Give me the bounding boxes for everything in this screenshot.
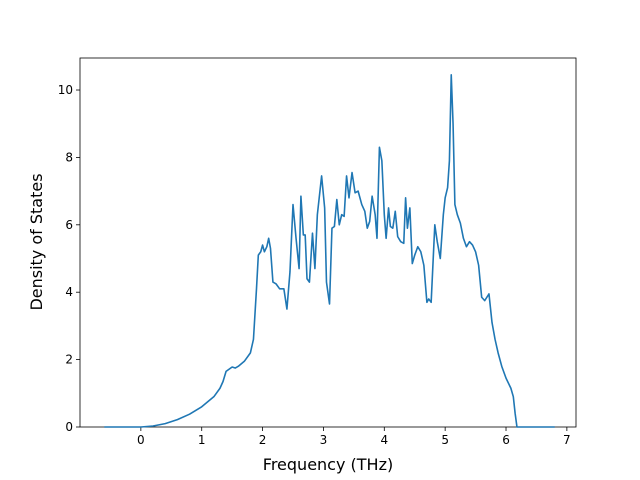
x-tick-label: 0 — [137, 433, 145, 447]
x-tick-label: 2 — [259, 433, 267, 447]
x-tick-label: 6 — [502, 433, 510, 447]
x-tick-label: 7 — [563, 433, 571, 447]
x-tick-label: 3 — [320, 433, 328, 447]
y-tick-label: 2 — [65, 353, 73, 367]
y-tick-label: 10 — [58, 83, 73, 97]
y-tick-label: 8 — [65, 150, 73, 164]
y-axis-label: Density of States — [27, 173, 46, 310]
plot-frame — [79, 57, 577, 428]
x-axis-label: Frequency (THz) — [263, 455, 393, 474]
data-line — [104, 74, 555, 428]
x-tick-label: 4 — [380, 433, 388, 447]
y-tick-label: 4 — [65, 285, 73, 299]
y-tick-label: 0 — [65, 420, 73, 434]
y-tick-label: 6 — [65, 218, 73, 232]
x-tick-label: 5 — [441, 433, 449, 447]
x-tick-label: 1 — [198, 433, 206, 447]
